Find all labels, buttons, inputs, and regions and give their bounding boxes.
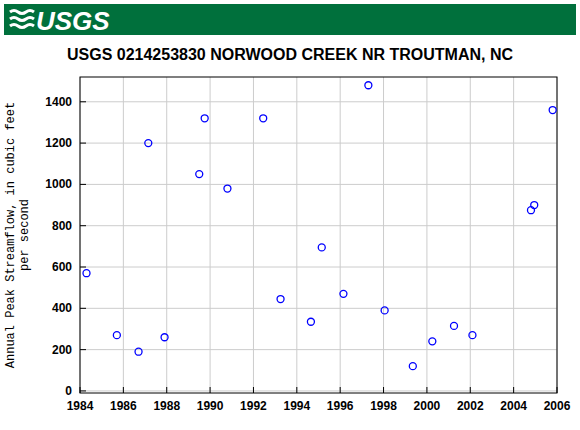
title: USGS 0214253830 NORWOOD CREEK NR TROUTMA…	[67, 46, 513, 63]
tick-x	[513, 387, 514, 393]
tick-label-y: 1400	[45, 95, 72, 109]
tick-label-x: 2006	[544, 399, 571, 413]
logo-wave	[10, 18, 34, 21]
grid-line-x	[383, 77, 384, 393]
tick-x	[470, 387, 471, 393]
data-point	[145, 140, 152, 147]
tick-label-y: 200	[52, 343, 72, 357]
chart-svg: USGS USGS 0214253830 NORWOOD CREEK NR TRO…	[0, 0, 580, 430]
y-axis-label: Annual Peak Streamflow, in cubic feetper…	[4, 102, 32, 368]
logo-wave	[10, 25, 34, 28]
plot-bg	[80, 77, 557, 393]
grid-line-x	[253, 77, 254, 393]
ticks	[80, 102, 557, 393]
tick-label-x: 1996	[327, 399, 354, 413]
grid-line-y	[80, 101, 557, 102]
tick-y	[80, 308, 86, 309]
tick-label-x: 1998	[370, 399, 397, 413]
tick-label-x: 1990	[197, 399, 224, 413]
data-point	[365, 82, 372, 89]
data-point	[135, 348, 142, 355]
data-point	[409, 363, 416, 370]
tick-label-x: 1994	[283, 399, 310, 413]
tick-x	[340, 387, 341, 393]
grid	[80, 77, 557, 393]
tick-x	[123, 387, 124, 393]
data-point	[429, 338, 436, 345]
tick-x	[253, 387, 254, 393]
data-point	[549, 107, 556, 114]
data-point	[340, 290, 347, 297]
grid-line-y	[80, 390, 557, 391]
data-point	[277, 296, 284, 303]
tick-y	[80, 267, 86, 268]
tick-y	[80, 225, 86, 226]
tick-label-x: 1984	[67, 399, 94, 413]
tick-label-x: 2000	[414, 399, 441, 413]
tick-label-x: 2002	[457, 399, 484, 413]
data-point	[381, 307, 388, 314]
grid-line-x	[426, 77, 427, 393]
data-point	[260, 115, 267, 122]
tick-x	[426, 387, 427, 393]
grid-line-x	[123, 77, 124, 393]
data-point	[527, 207, 534, 214]
tick-label-x: 2004	[500, 399, 527, 413]
header-banner	[4, 4, 576, 35]
grid-line-y	[80, 308, 557, 309]
grid-line-x	[166, 77, 167, 393]
tick-y	[80, 184, 86, 185]
data-point	[196, 171, 203, 178]
data-point	[83, 270, 90, 277]
tick-x	[210, 387, 211, 393]
grid-line-x	[296, 77, 297, 393]
tick-label-y: 1200	[45, 136, 72, 150]
plot-frame	[80, 77, 557, 393]
tick-label-y: 0	[65, 384, 72, 398]
grid-line-x	[470, 77, 471, 393]
tick-label-y: 400	[52, 301, 72, 315]
y-axis-label-line: Annual Peak Streamflow, in cubic feet	[4, 102, 18, 368]
grid-line-y	[80, 184, 557, 185]
data-point	[451, 322, 458, 329]
grid-line-x	[210, 77, 211, 393]
logo-wave	[10, 11, 34, 14]
data-point	[531, 202, 538, 209]
tick-label-y: 600	[52, 260, 72, 274]
tick-x	[296, 387, 297, 393]
tick-label-x: 1986	[110, 399, 137, 413]
tick-y	[80, 390, 86, 391]
chart-root: USGS USGS 0214253830 NORWOOD CREEK NR TRO…	[0, 0, 580, 430]
y-axis-label-line: per second	[18, 199, 32, 271]
points	[83, 82, 556, 370]
tick-y	[80, 143, 86, 144]
tick-labels: 0 200 400 600 800 1000 1200 1400 1984 1986 1988 199…	[45, 95, 570, 413]
tick-label-y: 1000	[45, 177, 72, 191]
data-point	[161, 334, 168, 341]
grid-line-y	[80, 225, 557, 226]
data-point	[307, 318, 314, 325]
data-point	[201, 115, 208, 122]
tick-y	[80, 101, 86, 102]
data-point	[113, 332, 120, 339]
logo-text: USGS	[36, 6, 110, 36]
grid-line-y	[80, 267, 557, 268]
header-bg	[0, 0, 580, 38]
tick-label-x: 1992	[240, 399, 267, 413]
logo-waves	[10, 11, 34, 28]
grid-line-y	[80, 349, 557, 350]
tick-x	[166, 387, 167, 393]
data-point	[318, 244, 325, 251]
data-point	[224, 185, 231, 192]
tick-x	[383, 387, 384, 393]
data-point	[469, 332, 476, 339]
tick-label-y: 800	[52, 219, 72, 233]
tick-label-x: 1988	[153, 399, 180, 413]
grid-line-x	[513, 77, 514, 393]
tick-y	[80, 349, 86, 350]
grid-line-x	[340, 77, 341, 393]
